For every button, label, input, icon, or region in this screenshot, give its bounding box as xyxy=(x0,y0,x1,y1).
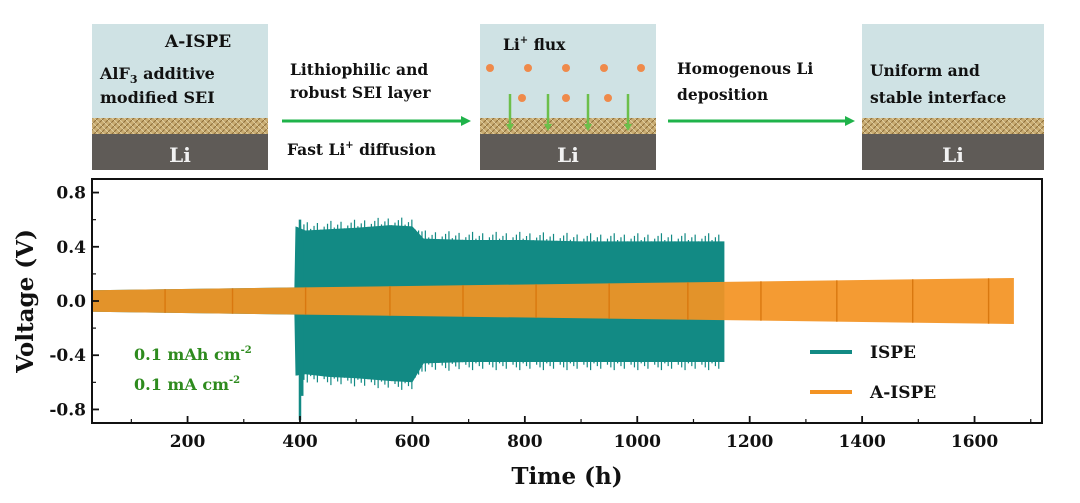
flux-arrow-head-1 xyxy=(544,124,552,131)
electrolyte-region xyxy=(92,24,268,118)
panel3-line1: Uniform and xyxy=(870,61,980,80)
arrow2-top1: Homogenous Li xyxy=(677,59,813,78)
x-axis: 200 400 600 800 1000 1200 1400 1600 xyxy=(130,416,1032,452)
y-axis: -0.8 -0.4 0.0 0.4 0.8 xyxy=(49,184,99,420)
legend-label-ispe: ISPE xyxy=(870,343,916,363)
panel1-metal-label: Li xyxy=(169,143,191,167)
arrow1-top2: robust SEI layer xyxy=(290,83,431,102)
flux-arrow-head-3 xyxy=(624,124,632,131)
panel2-metal-label: Li xyxy=(557,143,579,167)
arrow2-top2: deposition xyxy=(677,85,768,104)
li-ion-7 xyxy=(604,94,612,102)
li-ion-4 xyxy=(637,64,645,72)
panel1-title: A-ISPE xyxy=(164,32,231,52)
x-tick-label: 1000 xyxy=(614,432,661,452)
li-ion-0 xyxy=(486,64,494,72)
chart: 200 400 600 800 1000 1200 1400 1600 -0.8 -0.4 0.0… xyxy=(12,178,1043,490)
sei-layer xyxy=(480,118,656,134)
x-tick-label: 1200 xyxy=(726,432,773,452)
panel3-line2: stable interface xyxy=(870,88,1006,107)
schematic: A-ISPE AlF3 additive modified SEI Li Lit… xyxy=(92,24,1044,170)
arrow1-top1: Lithiophilic and xyxy=(290,60,428,79)
y-tick-label: -0.8 xyxy=(49,400,86,420)
x-tick-label: 800 xyxy=(507,432,543,452)
annotation-current: 0.1 mA cm-2 xyxy=(134,375,240,394)
flux-arrow-head-0 xyxy=(506,124,514,131)
sei-layer xyxy=(862,118,1044,134)
panel-flux: Li+ flux Li xyxy=(480,24,656,170)
series-aispe xyxy=(92,278,1014,324)
arrow1-bottom: Fast Li+ diffusion xyxy=(287,140,436,159)
y-axis-label: Voltage (V) xyxy=(12,229,39,374)
panel-uniform: Uniform and stable interface Li xyxy=(862,24,1044,170)
li-metal xyxy=(480,134,656,170)
panel2-title: Li+ flux xyxy=(503,35,566,54)
x-tick-label: 1600 xyxy=(951,432,998,452)
li-ion-6 xyxy=(562,94,570,102)
li-ion-2 xyxy=(562,64,570,72)
legend: ISPE A-ISPE xyxy=(810,343,936,403)
panel1-line1: AlF3 additive xyxy=(99,64,215,86)
y-tick-label: 0.4 xyxy=(56,238,86,258)
x-tick-label: 1400 xyxy=(838,432,885,452)
x-axis-label: Time (h) xyxy=(511,463,622,490)
y-tick-label: 0.0 xyxy=(56,292,86,312)
annotation-capacity: 0.1 mAh cm-2 xyxy=(134,345,252,364)
li-ions xyxy=(486,64,645,102)
li-metal xyxy=(862,134,1044,170)
x-tick-label: 200 xyxy=(170,432,206,452)
electrolyte-region xyxy=(862,24,1044,118)
y-tick-label: 0.8 xyxy=(56,184,86,204)
x-tick-label: 400 xyxy=(282,432,318,452)
arrow2: Homogenous Li deposition xyxy=(668,59,855,126)
panel1-line2: modified SEI xyxy=(100,88,215,107)
flux-arrow-head-2 xyxy=(584,124,592,131)
x-tick-label: 600 xyxy=(395,432,431,452)
li-metal xyxy=(92,134,268,170)
li-ion-5 xyxy=(518,94,526,102)
flux-arrows xyxy=(506,94,632,131)
panel3-metal-label: Li xyxy=(942,143,964,167)
panel-aispe: A-ISPE AlF3 additive modified SEI Li xyxy=(92,24,268,170)
y-tick-label: -0.4 xyxy=(49,346,86,366)
legend-label-aispe: A-ISPE xyxy=(869,383,936,403)
aispe-band xyxy=(92,278,1014,324)
li-ion-3 xyxy=(600,64,608,72)
li-ion-1 xyxy=(524,64,532,72)
arrow1: Lithiophilic and robust SEI layer Fast L… xyxy=(282,60,471,159)
sei-layer xyxy=(92,118,268,134)
